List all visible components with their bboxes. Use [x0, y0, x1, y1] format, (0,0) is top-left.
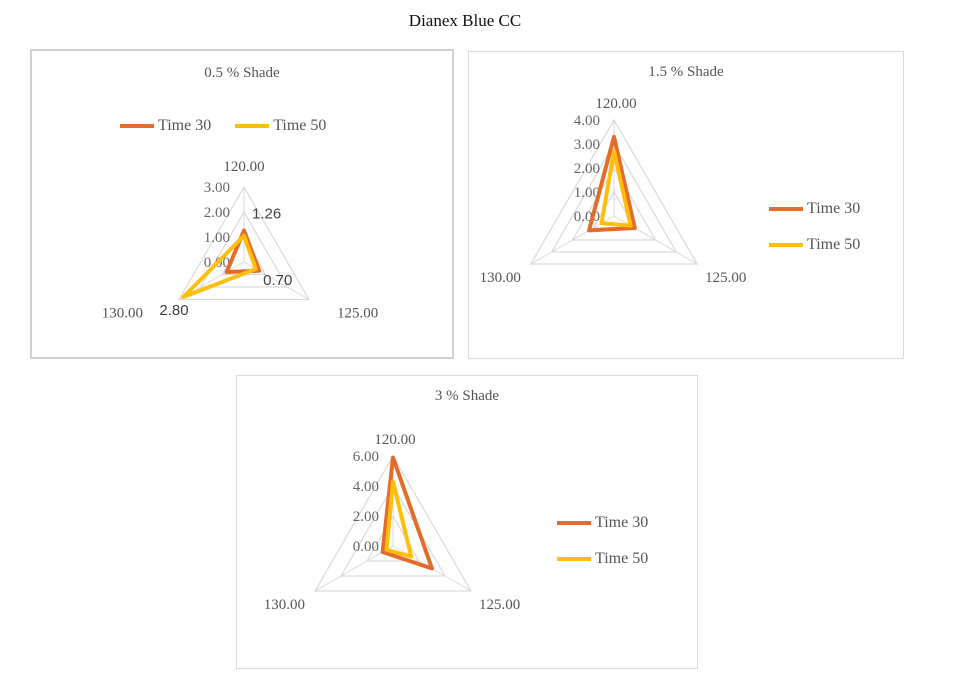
radar-plot: 0.001.002.003.00120.00125.00130.001.260.…	[102, 159, 378, 322]
legend-item-time-30: Time 30	[120, 117, 211, 135]
data-label: 1.26	[252, 206, 281, 223]
legend: Time 30 Time 50	[769, 200, 860, 254]
category-label: 120.00	[374, 432, 415, 448]
series-line-time-30	[224, 228, 262, 274]
legend-swatch-time-50	[235, 124, 270, 128]
grid-ring	[178, 185, 310, 301]
chart-title: 1.5 % Shade	[648, 64, 724, 80]
chart-panel-3-shade: 3 % Shade Time 30 Time 50 0.00 2.00 4.00 6.…	[236, 375, 698, 669]
grid-ring	[199, 210, 289, 288]
legend-label: Time 30	[807, 200, 861, 217]
tick-label: 1.00	[574, 185, 600, 201]
series-line-time-50	[384, 479, 414, 559]
legend-item-time-30: Time 30	[769, 200, 860, 218]
chart-panel-0-5-shade: 0.5 % Shade Time 30 Time 50 0.00 1.00 2.00…	[30, 49, 454, 359]
category-label: 125.00	[479, 597, 520, 613]
category-label: 120.00	[595, 96, 636, 112]
series-line-time-50	[181, 233, 258, 299]
tick-label: 0.00	[353, 539, 379, 555]
tick-label: 2.00	[204, 205, 230, 221]
spoke-line	[314, 545, 394, 592]
legend-label: Time 50	[807, 236, 861, 253]
category-label: 130.00	[264, 597, 305, 613]
legend-swatch-time-30	[120, 124, 154, 128]
series-line-time-30	[380, 455, 434, 571]
category-label: 125.00	[337, 306, 378, 322]
tick-label: 4.00	[574, 113, 600, 129]
legend-item-time-50: Time 50	[557, 550, 648, 568]
legend-label: Time 30	[595, 514, 649, 531]
series-line-time-30	[587, 134, 637, 233]
legend-swatch-time-50	[769, 243, 803, 247]
grid-ring	[550, 142, 678, 253]
category-label: 125.00	[705, 270, 746, 286]
legend-label: Time 50	[595, 550, 649, 567]
tick-label: 2.00	[574, 161, 600, 177]
category-label: 130.00	[102, 306, 143, 322]
tick-label: 4.00	[353, 479, 379, 495]
page-title: Dianex Blue CC	[408, 11, 522, 30]
category-label: 130.00	[480, 270, 521, 286]
tick-label: 3.00	[204, 180, 230, 196]
tick-label: 2.00	[353, 509, 379, 525]
chart-panel-1-5-shade: 1.5 % Shade Time 30 Time 50 0.00 1.00 2.00…	[468, 51, 904, 359]
legend-swatch-time-30	[769, 207, 803, 211]
chart-title: 0.5 % Shade	[204, 65, 280, 81]
category-label: 120.00	[223, 159, 264, 175]
legend-swatch-time-50	[557, 557, 591, 561]
data-label: 2.80	[159, 302, 188, 319]
chart-title: 3 % Shade	[434, 388, 500, 404]
legend: Time 30 Time 50	[120, 117, 326, 135]
legend: Time 30 Time 50	[557, 514, 648, 568]
grid-ring	[314, 454, 472, 592]
legend-item-time-30: Time 30	[557, 514, 648, 532]
legend-label: Time 30	[158, 117, 212, 134]
grid-ring	[529, 118, 699, 265]
legend-item-time-50: Time 50	[235, 117, 326, 135]
series-line-time-50	[599, 149, 633, 228]
tick-label: 3.00	[574, 137, 600, 153]
legend-item-time-50: Time 50	[769, 236, 860, 254]
tick-label: 1.00	[204, 230, 230, 246]
legend-swatch-time-30	[557, 521, 591, 525]
legend-label: Time 50	[273, 117, 327, 134]
grid-ring	[571, 166, 657, 241]
data-label: 0.70	[263, 272, 292, 289]
tick-label: 6.00	[353, 449, 379, 465]
